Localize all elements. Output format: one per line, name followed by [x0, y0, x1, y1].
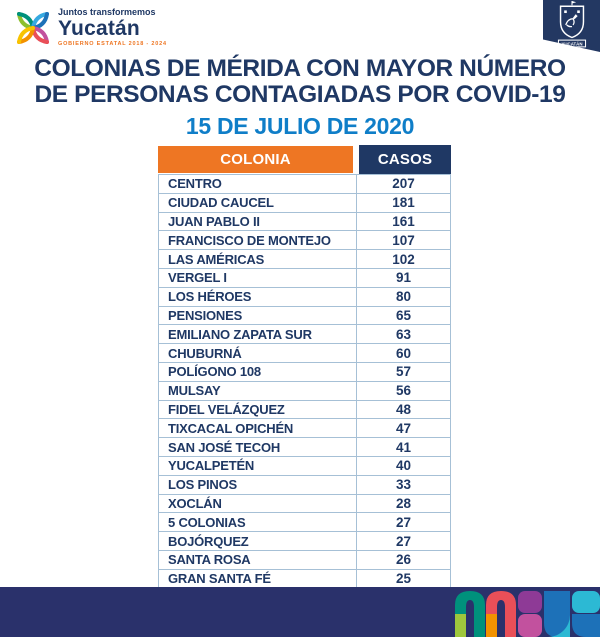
title-line-1: COLONIAS DE MÉRIDA CON MAYOR NÚMERO: [34, 55, 566, 82]
colonia-cell: PENSIONES: [159, 306, 357, 325]
cases-table: COLONIA CASOS CENTRO 207 CIUDAD CAUCEL 1…: [158, 145, 451, 608]
casos-cell: 27: [395, 533, 412, 549]
table-row: FIDEL VELÁZQUEZ 48: [159, 400, 450, 420]
coat-of-arms-badge: YUCATÁN: [543, 0, 600, 52]
casos-cell: 56: [395, 383, 412, 399]
colonia-cell: VERGEL I: [159, 268, 357, 287]
title-block: COLONIAS DE MÉRIDA CON MAYOR NÚMERO DE P…: [0, 56, 600, 140]
table-row: SAN JOSÉ TECOH 41: [159, 438, 450, 457]
colonia-cell: XOCLÁN: [159, 494, 357, 513]
casos-cell: 207: [392, 176, 415, 192]
casos-cell: 57: [395, 364, 412, 380]
column-header-casos: CASOS: [359, 145, 451, 174]
casos-cell: 48: [395, 401, 412, 417]
table-row: VERGEL I 91: [159, 268, 450, 288]
logo-subtitle: GOBIERNO ESTATAL 2018 - 2024: [58, 41, 167, 48]
casos-cell: 181: [392, 195, 415, 211]
table-row: TIXCACAL OPICHÉN 47: [159, 419, 450, 439]
column-header-colonia: COLONIA: [158, 146, 353, 173]
casos-cell: 33: [395, 477, 412, 493]
logo-tagline: Juntos transformemos: [58, 7, 156, 18]
colonia-cell: CHUBURNÁ: [159, 344, 357, 362]
table-row: PENSIONES 65: [159, 306, 450, 326]
casos-cell: 41: [395, 439, 412, 455]
colonia-cell: FRANCISCO DE MONTEJO: [159, 231, 357, 250]
casos-cell: 80: [395, 289, 412, 305]
colonia-cell: YUCALPETÉN: [159, 456, 357, 475]
colonia-cell: TIXCACAL OPICHÉN: [159, 419, 357, 438]
logo-flower-icon: [17, 12, 49, 44]
table-body: CENTRO 207 CIUDAD CAUCEL 181 JUAN PABLO …: [158, 174, 451, 608]
colonia-cell: FIDEL VELÁZQUEZ: [159, 400, 357, 419]
table-row: EMILIANO ZAPATA SUR 63: [159, 325, 450, 345]
table-header: COLONIA CASOS: [158, 145, 451, 174]
colonia-cell: LOS HÉROES: [159, 287, 357, 306]
colonia-cell: CIUDAD CAUCEL: [159, 193, 357, 212]
logo-text-block: Juntos transformemos Yucatán GOBIERNO ES…: [58, 8, 167, 48]
colonia-cell: EMILIANO ZAPATA SUR: [159, 325, 357, 344]
casos-cell: 91: [395, 270, 412, 286]
table-row: LOS PINOS 33: [159, 475, 450, 495]
table-row: POLÍGONO 108 57: [159, 362, 450, 382]
casos-cell: 60: [395, 345, 412, 361]
table-row: GRAN SANTA FÉ 25: [159, 569, 450, 589]
colonia-cell: GRAN SANTA FÉ: [159, 569, 357, 588]
title-line-2: DE PERSONAS CONTAGIADAS POR COVID-19: [34, 81, 566, 108]
yucatan-logo: Juntos transformemos Yucatán GOBIERNO ES…: [13, 8, 167, 48]
colonia-cell: 5 COLONIAS: [159, 513, 357, 532]
colonia-cell: SANTA ROSA: [159, 550, 357, 569]
casos-cell: 47: [395, 420, 412, 436]
colonia-cell: CENTRO: [159, 175, 357, 193]
logo-wordmark: Yucatán: [58, 17, 140, 41]
table-row: SANTA ROSA 26: [159, 550, 450, 570]
table-row: BOJÓRQUEZ 27: [159, 532, 450, 551]
colonia-cell: POLÍGONO 108: [159, 362, 357, 381]
casos-cell: 27: [395, 514, 412, 530]
casos-cell: 63: [395, 326, 412, 342]
colonia-cell: JUAN PABLO II: [159, 212, 357, 231]
colonia-cell: MULSAY: [159, 381, 357, 400]
table-row: CHUBURNÁ 60: [159, 344, 450, 363]
table-row: FRANCISCO DE MONTEJO 107: [159, 231, 450, 251]
colonia-cell: SAN JOSÉ TECOH: [159, 438, 357, 456]
table-row: XOCLÁN 28: [159, 494, 450, 514]
table-row: YUCALPETÉN 40: [159, 456, 450, 476]
colonia-cell: BOJÓRQUEZ: [159, 532, 357, 550]
brand-pattern-decoration: [455, 591, 600, 637]
casos-cell: 65: [395, 307, 412, 323]
casos-cell: 25: [395, 571, 412, 587]
colonia-cell: LOS PINOS: [159, 475, 357, 494]
table-row: 5 COLONIAS 27: [159, 513, 450, 533]
casos-cell: 107: [392, 232, 415, 248]
table-row: LOS HÉROES 80: [159, 287, 450, 307]
table-row: MULSAY 56: [159, 381, 450, 401]
table-row: JUAN PABLO II 161: [159, 212, 450, 232]
casos-cell: 102: [392, 251, 415, 267]
colonia-cell: LAS AMÉRICAS: [159, 250, 357, 268]
report-date: 15 DE JULIO DE 2020: [185, 113, 415, 139]
shield-icon: YUCATÁN: [557, 1, 586, 48]
table-row: CENTRO 207: [159, 175, 450, 194]
casos-cell: 28: [395, 495, 412, 511]
table-row: CIUDAD CAUCEL 181: [159, 193, 450, 213]
casos-cell: 161: [392, 213, 415, 229]
table-row: LAS AMÉRICAS 102: [159, 250, 450, 269]
badge-label: YUCATÁN: [561, 41, 582, 46]
casos-cell: 40: [395, 458, 412, 474]
casos-cell: 26: [395, 552, 412, 568]
